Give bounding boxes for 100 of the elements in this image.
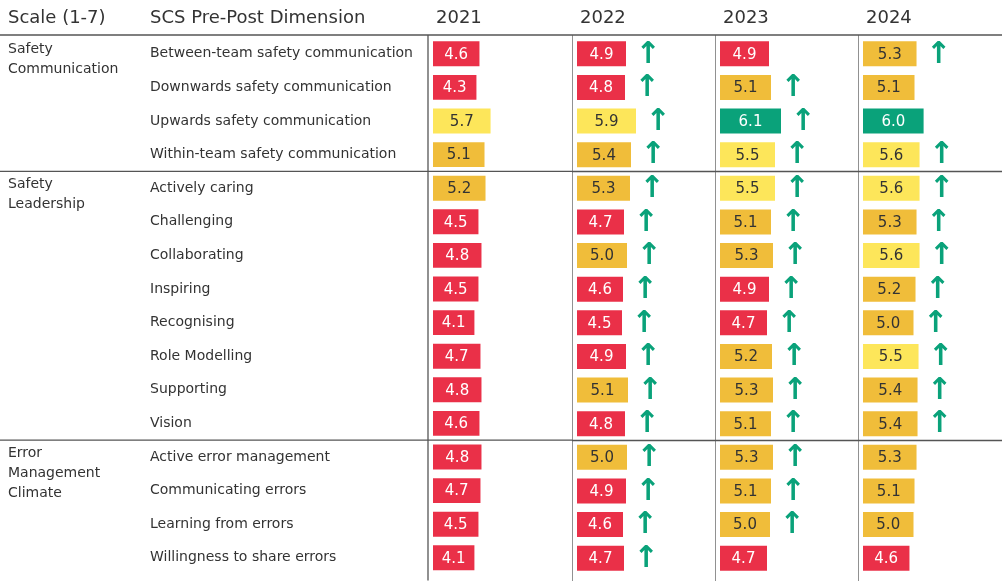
data-label: 4.9 [589,44,614,63]
data-label: 5.1 [733,78,758,97]
bar [577,243,627,268]
chart-title: 2024 [866,5,912,27]
y-tick-label: Willingness to share errors [150,548,337,565]
data-label: 4.7 [731,549,756,568]
data-label: 4.8 [445,380,470,399]
bar [577,209,624,235]
annotation: ↑ [780,404,806,440]
data-label: 4.6 [444,44,469,63]
text: Safety Communication [8,40,119,77]
data-label: 5.4 [878,380,903,399]
annotation: ↑ [635,471,661,507]
y-tick-label: Collaborating [150,246,244,263]
data-label: 4.6 [444,414,469,433]
bar [577,142,631,168]
y-tick-label: Challenging [150,212,234,229]
text: Scale (1-7) [8,5,106,27]
annotation: ↑ [928,169,955,205]
bar [577,310,622,336]
y-tick-label: Downwards safety communication [150,78,392,95]
annotation: ↑ [790,101,816,137]
data-label: 4.8 [445,246,470,265]
text: Error Management Climate [8,443,101,500]
y-axis-title: SCS Pre-Post Dimension [150,5,366,27]
bar [577,175,630,201]
bar [863,344,919,369]
annotation: ↑ [781,337,807,373]
data-label: 5.5 [878,347,903,366]
y-tick-label: Recognising [150,313,235,330]
bar [863,75,915,100]
bar [577,41,626,67]
annotation: ↑ [780,202,806,238]
data-label: 5.0 [876,313,901,332]
bar [720,276,769,302]
y-tick-label: Role Modelling [150,346,253,363]
data-label: 5.9 [594,111,619,130]
bar [720,41,769,67]
bar [720,545,767,571]
bar [720,411,771,437]
data-label: 4.6 [588,280,612,299]
bar [863,142,920,168]
data-label: 4.1 [441,548,466,567]
data-label: 4.1 [441,313,466,332]
bar [863,444,917,470]
data-label: 5.3 [591,179,616,198]
data-label: 4.8 [589,78,613,97]
data-label: 4.5 [443,212,468,231]
data-label: 6.1 [738,111,763,130]
bar [577,478,626,504]
bar [863,512,914,537]
data-label: 5.4 [592,145,616,164]
y-tick-label: Vision [150,414,192,431]
bar [433,343,481,369]
data-label: 5.1 [733,481,758,500]
data-label: 4.6 [588,515,612,534]
data-label: 5.1 [733,212,758,231]
data-label: 5.3 [877,44,902,63]
bar [577,108,636,134]
annotation: ↑ [926,370,953,406]
data-label: 5.3 [734,448,759,467]
bar [433,478,481,504]
annotation: ↑ [780,68,806,104]
bar [863,276,916,302]
chart-title: 2022 [580,5,626,27]
bar [863,310,914,336]
data-label: 4.7 [588,549,613,568]
annotation: ↑ [927,337,954,373]
data-label: 5.0 [876,515,901,534]
data-label: 5.1 [876,481,901,500]
bar [720,108,781,134]
bar [720,344,772,369]
data-label: 4.5 [587,313,612,332]
data-label: 4.7 [444,347,469,366]
annotation: ↑ [922,303,949,339]
data-label: 4.7 [444,481,469,500]
annotation: ↑ [924,269,951,305]
data-label: 5.3 [734,380,759,399]
annotation: ↑ [640,135,666,171]
bar [863,108,924,134]
data-label: 5.6 [879,246,904,265]
bar [863,175,920,201]
data-label: 6.0 [881,111,906,130]
annotation: ↑ [634,68,660,104]
annotation: ↑ [928,135,955,171]
data-label: 5.2 [734,347,758,366]
bar [720,512,770,537]
annotation: ↑ [632,269,658,305]
data-label: 5.3 [734,246,759,265]
data-label: 5.3 [877,448,902,467]
annotation: ↑ [925,202,952,238]
data-label: 5.2 [877,280,902,299]
data-label: 4.8 [445,447,470,466]
y-tick-label: Inspiring [150,279,211,296]
bar [433,175,486,201]
bar [863,243,920,268]
annotation: ↑ [926,404,953,440]
bar [720,377,773,403]
data-label: 4.9 [732,280,757,299]
data-label: 5.2 [447,179,472,198]
